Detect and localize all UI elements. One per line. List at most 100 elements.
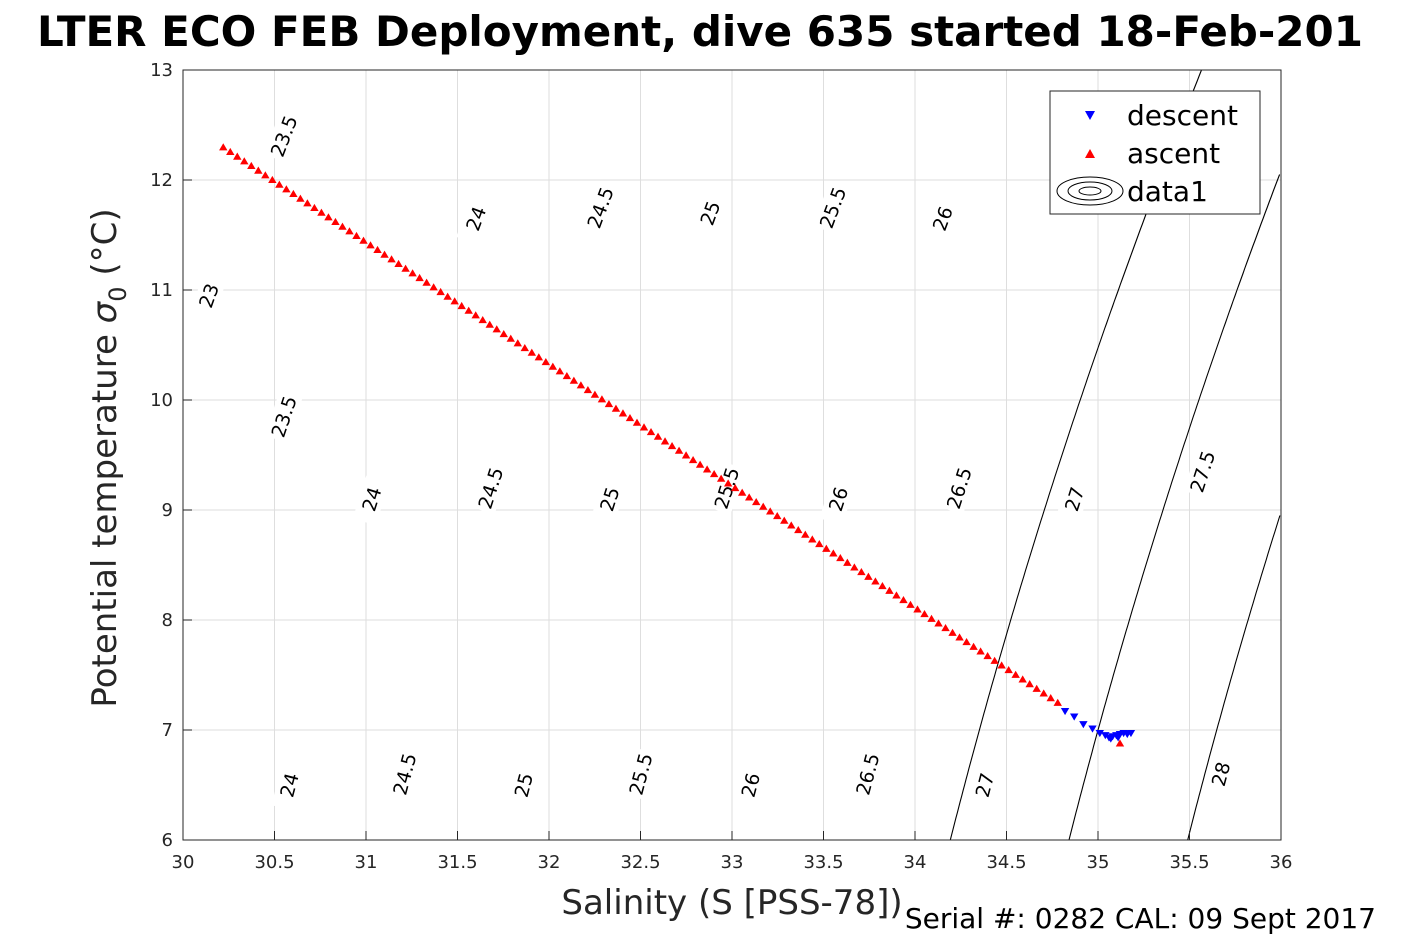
y-axis-label-subscript: 0 (104, 286, 132, 301)
serial-cal-footer: Serial #: 0282 CAL: 09 Sept 2017 (905, 902, 1376, 935)
contour-label-bg (849, 747, 886, 801)
contour-label-group: 24.5 (580, 180, 620, 235)
y-tick-label: 11 (150, 280, 173, 301)
ascent-point (660, 437, 670, 445)
ascent-point (744, 493, 754, 501)
ascent-point (934, 619, 943, 627)
ascent-point (352, 231, 361, 240)
contour-label: 27.5 (1186, 448, 1220, 495)
contour-label-bg (690, 186, 730, 240)
ascent-point (303, 199, 312, 207)
ascent-point (282, 185, 291, 193)
contour-label-bg (471, 461, 510, 515)
ascent-point (261, 171, 270, 179)
ascent-point (555, 367, 565, 375)
x-tick-label: 34 (904, 852, 927, 873)
ascent-point (478, 315, 487, 324)
legend-box (1049, 90, 1261, 215)
x-tick-label: 36 (1270, 852, 1293, 873)
ascent-point (723, 479, 733, 487)
contour-label-group: 26 (819, 472, 857, 526)
y-tick-label: 13 (150, 60, 173, 81)
x-tick-label: 34.5 (986, 852, 1026, 873)
ascent-point (667, 441, 677, 450)
y-tick-label: 6 (162, 830, 173, 851)
descent-point (1070, 713, 1079, 721)
ascent-point (1018, 675, 1027, 683)
ascent-point (871, 577, 880, 585)
legend-descent-marker (1085, 111, 1095, 120)
y-tick-label: 12 (150, 170, 173, 191)
contour-label: 23.5 (267, 113, 303, 160)
ascent-point (1004, 666, 1013, 674)
contour-label: 26.5 (943, 465, 977, 512)
contour-label-group: 26 (732, 758, 769, 812)
ascent-point (801, 530, 810, 538)
contour-label: 24.5 (474, 465, 508, 512)
ascent-point (310, 203, 319, 212)
y-axis-label-symbol: σ (85, 300, 125, 323)
ascent-point (829, 549, 838, 557)
ascent-point (492, 325, 501, 333)
ascent-point (499, 329, 508, 338)
descent-point (1101, 732, 1110, 740)
ascent-point (808, 535, 817, 543)
ascent-point (268, 175, 277, 184)
ascent-point (289, 189, 298, 198)
contour-label-bg (263, 109, 304, 163)
contour-label-bg (812, 180, 853, 235)
ascent-point (962, 638, 971, 646)
ascent-point (787, 521, 796, 529)
ascent-point (913, 605, 922, 613)
contour-label-bg (1202, 747, 1239, 801)
ascent-point (752, 497, 761, 506)
ascent-point (730, 483, 740, 492)
y-tick-label: 7 (162, 720, 173, 741)
contour-label-bg (622, 747, 659, 801)
ascent-point (766, 507, 775, 515)
descent-point (1079, 721, 1088, 729)
ascent-point (380, 250, 389, 258)
ascent-point (513, 339, 522, 347)
descent-point (1106, 735, 1116, 743)
x-ticks: 30 30.5 31 31.5 32 32.5 33 33.5 34 34.5 35 35.5 36 (172, 831, 1293, 873)
ascent-point (576, 381, 586, 389)
contour-label: 25.5 (625, 751, 657, 798)
ascent-point (625, 413, 635, 422)
contour-label-bg (1183, 444, 1222, 499)
contour-label-bg (819, 472, 857, 526)
descent-point (1088, 725, 1097, 733)
ascent-point (338, 222, 347, 230)
contour-label-group: 26.5 (849, 747, 886, 801)
ascent-point (443, 292, 452, 300)
ascent-point (920, 610, 929, 618)
y-axis-label: Potential temperature σ0 (°C) (85, 208, 132, 707)
contour-label-bg (386, 747, 423, 801)
ascent-point (773, 511, 782, 520)
contour-label-bg (580, 180, 620, 235)
ascent-point (457, 301, 466, 310)
ascent-point (878, 582, 887, 590)
ascent-point (422, 278, 431, 286)
ascent-point (1046, 694, 1055, 702)
ascent-point (408, 269, 417, 277)
contour-label-group: 26.5 (940, 461, 978, 515)
contour-label-group: 25.5 (812, 180, 853, 235)
ascent-point (240, 157, 249, 165)
contour-label-bg (456, 191, 496, 246)
ascent-point (948, 628, 957, 636)
x-tick-label: 30 (172, 852, 195, 873)
contour-label-bg (732, 758, 769, 812)
ascent-point (401, 264, 410, 272)
x-tick-label: 32.5 (620, 852, 660, 873)
contour-line (1068, 174, 1281, 841)
ascent-point (429, 283, 438, 291)
contour-label-group: 25 (505, 758, 542, 812)
contour-label-group: 24 (456, 191, 496, 246)
ascent-point (976, 647, 985, 655)
x-tick-label: 33.5 (803, 852, 843, 873)
ascent-point (520, 343, 529, 352)
contour-label-group: 23 (189, 268, 228, 323)
x-tick-label: 33 (721, 852, 744, 873)
contour-line (1187, 515, 1281, 841)
